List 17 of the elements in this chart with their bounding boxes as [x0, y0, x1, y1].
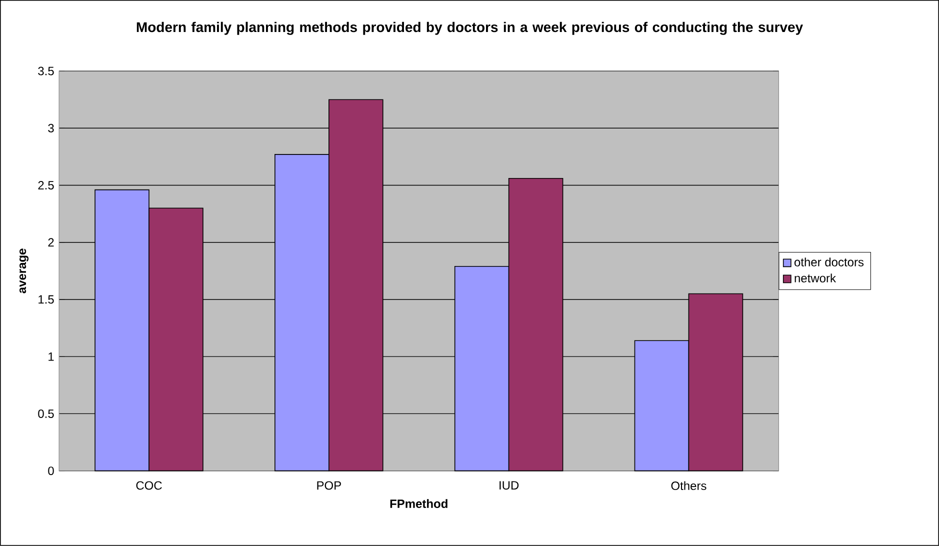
y-tick-label: 3.5 — [38, 66, 54, 76]
legend-label: other doctors — [794, 258, 864, 266]
y-tick-label: 1 — [48, 352, 54, 361]
x-tick-label: IUD — [500, 481, 519, 490]
x-axis-title: FPmethod — [390, 499, 448, 508]
x-tick-label: POP — [317, 481, 341, 490]
x-tick-label: Others — [671, 481, 706, 490]
y-tick-label: 0 — [48, 466, 54, 476]
y-axis-title: average — [20, 248, 29, 294]
y-tick-label: 1.5 — [38, 295, 54, 304]
y-tick-label: 2.5 — [38, 181, 54, 190]
chart-title: Modern family planning methods provided by doctors in a week previous of conducting the survey — [136, 22, 803, 35]
x-tick-label: COC — [136, 481, 162, 490]
y-tick-label: 2 — [48, 238, 54, 247]
legend-label: network — [794, 274, 836, 282]
y-tick-label: 3 — [48, 124, 54, 132]
y-tick-label: 0.5 — [38, 410, 54, 418]
